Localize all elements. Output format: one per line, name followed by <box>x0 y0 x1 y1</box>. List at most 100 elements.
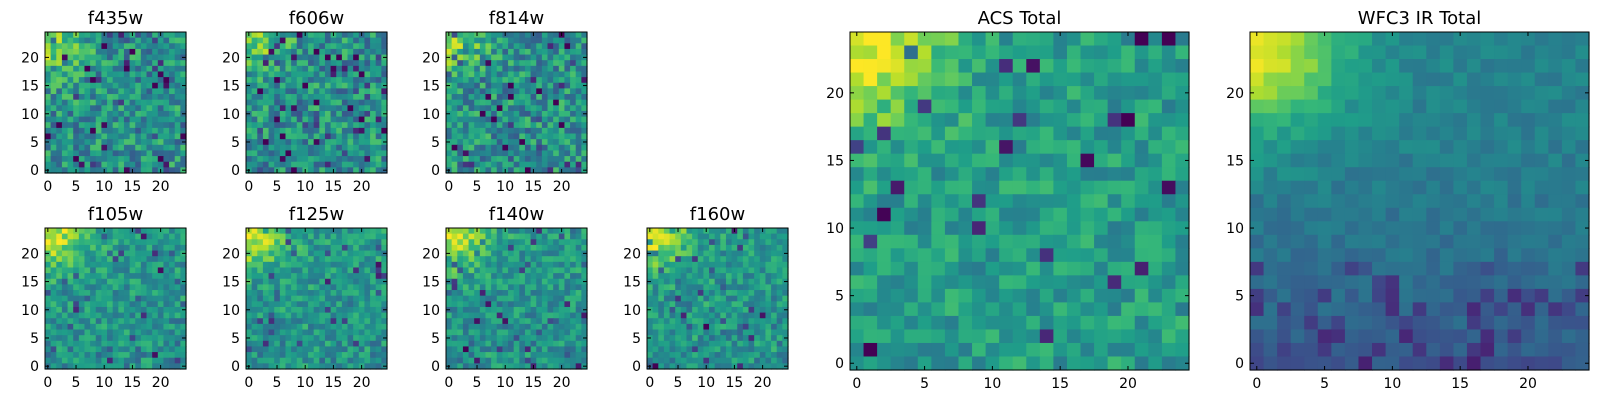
heatmap-cell <box>308 32 315 39</box>
heatmap-cell <box>575 139 582 146</box>
heatmap-cell <box>169 116 176 123</box>
heatmap-cell <box>268 335 275 342</box>
heatmap-cell <box>84 278 91 285</box>
heatmap-cell <box>692 346 699 353</box>
heatmap-cell <box>474 48 481 56</box>
heatmap-cell <box>375 301 382 308</box>
heatmap-cell <box>107 71 114 78</box>
heatmap-cell <box>748 301 755 308</box>
heatmap-cell <box>742 357 750 364</box>
heatmap-cell <box>163 139 170 146</box>
heatmap-cell <box>163 127 170 135</box>
heatmap-cell <box>944 140 960 155</box>
heatmap-cell <box>353 290 360 297</box>
heatmap-cell <box>1148 126 1163 141</box>
heatmap-cell <box>353 323 360 331</box>
heatmap-cell <box>502 273 509 280</box>
heatmap-cell <box>107 37 114 44</box>
heatmap-cell <box>163 48 170 56</box>
heatmap-cell <box>84 357 91 364</box>
heatmap-cell <box>257 167 264 174</box>
heatmap-cell <box>725 363 733 370</box>
heatmap-cell <box>251 156 258 163</box>
heatmap-cell <box>485 167 492 174</box>
heatmap-cell <box>285 150 292 157</box>
heatmap-cell <box>972 167 987 182</box>
heatmap-cell <box>457 133 464 140</box>
heatmap-cell <box>1094 221 1109 236</box>
heatmap-cell <box>1121 180 1136 195</box>
heatmap-cell <box>336 99 343 106</box>
heatmap-cell <box>502 99 509 106</box>
heatmap-cell <box>553 127 560 135</box>
heatmap-cell <box>1161 180 1177 195</box>
heatmap-cell <box>468 273 475 280</box>
heatmap-cell <box>669 295 676 302</box>
y-tick-label: 20 <box>422 50 440 66</box>
heatmap-cell <box>112 156 119 163</box>
heatmap-cell <box>446 290 453 297</box>
heatmap-cell <box>944 153 960 168</box>
heatmap-cell <box>341 94 349 101</box>
heatmap-cell <box>262 88 270 95</box>
heatmap-cell <box>274 127 281 135</box>
heatmap-cell <box>308 244 315 252</box>
heatmap-cell <box>50 250 57 257</box>
heatmap-cell <box>381 323 388 331</box>
heatmap-cell <box>479 54 487 61</box>
heatmap-cell <box>553 161 560 168</box>
heatmap-cell <box>553 37 560 44</box>
heatmap-cell <box>944 113 960 128</box>
heatmap-cell <box>101 133 108 140</box>
heatmap-cell <box>680 346 688 353</box>
heatmap-cell <box>502 150 509 157</box>
heatmap-cell <box>468 32 475 39</box>
x-tick-label: 10 <box>697 375 715 391</box>
heatmap-cell <box>169 48 176 56</box>
heatmap-cell <box>268 278 275 285</box>
heatmap-cell <box>479 94 487 101</box>
heatmap-cell <box>474 150 481 157</box>
heatmap-cell <box>524 340 532 348</box>
heatmap-cell <box>375 105 382 112</box>
heatmap-cell <box>324 133 332 140</box>
heatmap-cell <box>90 156 97 163</box>
heatmap-cell <box>101 43 108 50</box>
heatmap-cell <box>358 256 366 263</box>
heatmap-cell <box>524 323 532 331</box>
heatmap-cell <box>720 363 727 370</box>
heatmap-cell <box>530 60 537 67</box>
heatmap-cells <box>45 228 187 370</box>
heatmap-cell <box>519 233 526 240</box>
heatmap-cell <box>319 306 326 314</box>
heatmap-cell <box>56 105 63 112</box>
heatmap-cell <box>101 110 108 118</box>
heatmap-cell <box>754 335 761 342</box>
heatmap-cell <box>319 77 326 84</box>
heatmap-cell <box>474 261 481 269</box>
heatmap-cell <box>575 144 582 152</box>
heatmap-cell <box>658 284 665 291</box>
heatmap-cell <box>513 284 520 291</box>
heatmap-cell <box>485 323 492 331</box>
heatmap-cell <box>61 133 69 140</box>
heatmap-cell <box>754 323 761 331</box>
heatmap-cell <box>375 233 382 240</box>
heatmap-cell <box>146 312 153 319</box>
heatmap-cell <box>296 290 303 297</box>
heatmap-cell <box>152 363 159 370</box>
heatmap-cell <box>999 140 1014 155</box>
heatmap-cell <box>536 167 543 174</box>
heatmap-cell <box>358 346 366 353</box>
heatmap-cell <box>524 65 532 73</box>
heatmap-cell <box>697 346 704 353</box>
heatmap-cell <box>524 48 532 56</box>
heatmap-cell <box>663 278 671 285</box>
heatmap-cell <box>890 234 905 249</box>
heatmap-cell <box>709 290 716 297</box>
heatmap-cell <box>725 290 733 297</box>
heatmap-cell <box>291 306 298 314</box>
heatmap-cell <box>358 144 366 152</box>
heatmap-cell <box>336 239 343 246</box>
heatmap-cell <box>457 323 464 331</box>
